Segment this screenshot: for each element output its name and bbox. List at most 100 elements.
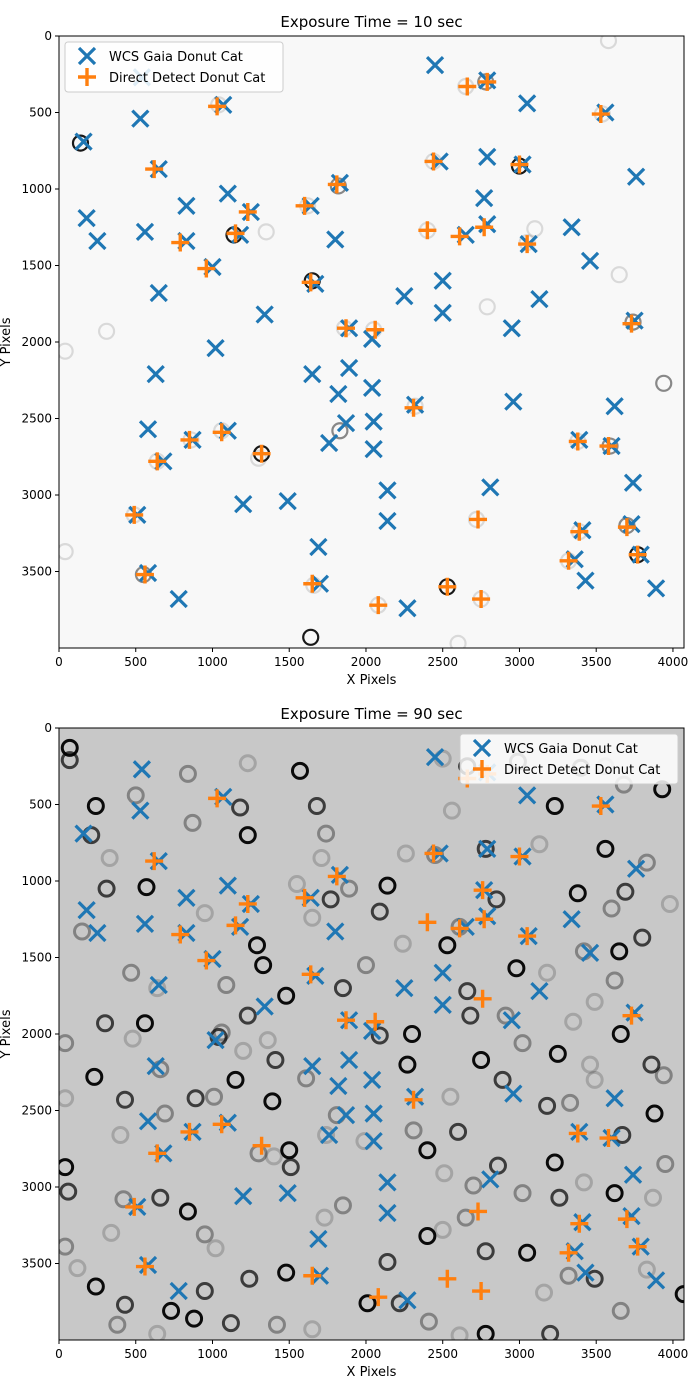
- wcs-gaia-marker: [362, 1070, 382, 1090]
- donut: [404, 1121, 423, 1140]
- wcs-gaia-marker: [74, 132, 93, 151]
- donut: [507, 959, 526, 978]
- donut: [303, 908, 322, 927]
- wcs-gaia-marker: [329, 384, 348, 404]
- legend-box: [64, 41, 284, 93]
- donut: [205, 1087, 224, 1106]
- wcs-gaia-marker: [481, 1170, 500, 1189]
- wcs-gaia-marker: [504, 392, 523, 411]
- wcs-gaia-marker: [303, 364, 322, 384]
- donut: [518, 1243, 537, 1262]
- wcs-gaia-marker: [138, 420, 158, 439]
- donut: [458, 982, 477, 1001]
- donut: [645, 1104, 664, 1123]
- x-tick-label: 4000: [658, 655, 689, 669]
- direct-detect-marker: [135, 565, 154, 584]
- direct-detect-marker: [197, 259, 216, 278]
- wcs-gaia-marker: [475, 189, 494, 208]
- donut: [234, 1041, 253, 1060]
- direct-detect-marker: [208, 789, 227, 808]
- wcs-gaia-marker: [518, 94, 537, 113]
- chart-panel-1: 0 500 1000 1500 2000 2500 3000 3500 4000 0 500 1000…: [0, 13, 688, 688]
- direct-detect-marker: [171, 233, 190, 252]
- y-tick-label: 3500: [21, 1257, 52, 1271]
- wcs-gaia-marker: [88, 923, 107, 943]
- donut: [267, 1315, 286, 1334]
- x-tick-label: 0: [55, 655, 63, 669]
- wcs-gaia-marker: [433, 963, 452, 982]
- wcs-gaia-marker: [623, 1165, 643, 1184]
- donut: [559, 1266, 578, 1285]
- wcs-gaia-marker: [398, 1291, 417, 1310]
- donut: [221, 1314, 240, 1333]
- donut: [115, 1295, 134, 1314]
- direct-detect-marker: [458, 77, 477, 96]
- donut: [257, 223, 275, 241]
- wcs-gaia-marker: [177, 888, 196, 907]
- x-tick-label: 0: [55, 1347, 63, 1361]
- y-tick-label: 2500: [21, 1104, 52, 1118]
- direct-detect-marker: [518, 927, 537, 946]
- donut: [115, 1090, 134, 1109]
- direct-detect-marker: [472, 1282, 491, 1301]
- donut: [442, 801, 461, 820]
- donut: [450, 1326, 469, 1340]
- direct-detect-marker: [473, 989, 492, 1008]
- direct-detect-marker: [148, 452, 167, 471]
- donut: [217, 976, 236, 995]
- wcs-gaia-marker: [255, 305, 274, 324]
- wcs-gaia-marker: [364, 439, 383, 459]
- legend-entry: Direct Detect Donut Cat: [504, 763, 660, 778]
- donut: [60, 751, 79, 770]
- direct-detect-marker: [438, 577, 457, 596]
- donut: [340, 879, 359, 898]
- wcs-gaia-marker: [530, 982, 549, 1001]
- donut: [513, 1034, 532, 1053]
- y-axis-label: Y Pixels: [0, 1009, 14, 1059]
- donut: [396, 844, 415, 863]
- donut: [611, 1301, 630, 1320]
- y-axis-label: Y Pixels: [0, 317, 14, 367]
- wcs-gaia-marker: [562, 910, 581, 929]
- donut: [550, 1188, 569, 1207]
- direct-detect-marker: [568, 432, 587, 451]
- wcs-gaia-marker: [378, 1203, 397, 1223]
- y-tick-label: 1500: [21, 259, 52, 273]
- direct-detect-marker: [252, 1136, 271, 1155]
- wcs-gaia-marker: [320, 1125, 339, 1145]
- donut: [333, 979, 352, 998]
- direct-detect-marker: [301, 273, 320, 292]
- donut: [390, 1294, 409, 1313]
- donut: [238, 754, 257, 773]
- wcs-gaia-marker: [364, 1104, 383, 1123]
- wcs-gaia-marker: [605, 1089, 624, 1108]
- wcs-gaia-marker: [146, 364, 165, 384]
- y-tick-label: 0: [44, 29, 52, 43]
- wcs-gaia-marker: [398, 599, 417, 618]
- direct-detect-marker: [599, 437, 618, 456]
- donut: [585, 1269, 604, 1288]
- wcs-gaia-marker: [88, 231, 107, 251]
- x-tick-label: 500: [124, 655, 147, 669]
- donut: [280, 1141, 299, 1160]
- donut: [545, 1153, 564, 1172]
- donut: [238, 826, 257, 845]
- wcs-gaia-marker: [518, 786, 537, 805]
- donut: [195, 1225, 214, 1244]
- donut: [513, 1184, 532, 1203]
- wcs-gaia-marker: [395, 978, 414, 998]
- direct-detect-marker: [208, 97, 227, 116]
- donut: [418, 1141, 437, 1160]
- x-tick-label: 4000: [658, 1347, 689, 1361]
- donut: [441, 1087, 460, 1106]
- direct-detect-marker: [599, 1129, 618, 1148]
- direct-detect-marker: [450, 227, 469, 246]
- donut: [449, 634, 467, 648]
- wcs-gaia-marker: [625, 1003, 644, 1022]
- donut: [398, 1055, 417, 1074]
- donut: [643, 1188, 662, 1207]
- donut: [162, 1301, 181, 1320]
- donut: [456, 1208, 475, 1227]
- direct-detect-marker: [450, 919, 469, 938]
- donut: [642, 1055, 661, 1074]
